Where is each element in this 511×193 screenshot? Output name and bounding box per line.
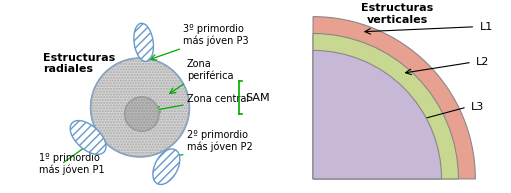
Circle shape [90, 58, 190, 157]
Wedge shape [313, 17, 475, 179]
Text: L1: L1 [480, 22, 493, 32]
Text: SAM: SAM [245, 93, 270, 103]
Ellipse shape [134, 23, 153, 61]
Text: L2: L2 [476, 57, 490, 67]
Ellipse shape [153, 149, 180, 185]
Circle shape [125, 97, 159, 131]
Ellipse shape [70, 121, 106, 154]
Text: 2º primordio
más jóven P2: 2º primordio más jóven P2 [187, 130, 252, 152]
Text: Estructuras
verticales: Estructuras verticales [361, 3, 434, 25]
Text: 1º primordio
más jóven P1: 1º primordio más jóven P1 [39, 153, 105, 175]
Text: Zona
periférica: Zona periférica [187, 59, 234, 81]
Wedge shape [313, 34, 458, 179]
Text: Zona central: Zona central [187, 94, 249, 104]
Wedge shape [313, 50, 442, 179]
Text: 3º primordio
más jóven P3: 3º primordio más jóven P3 [183, 24, 249, 46]
Text: L3: L3 [471, 102, 484, 112]
Text: Estructuras
radiales: Estructuras radiales [43, 53, 115, 74]
